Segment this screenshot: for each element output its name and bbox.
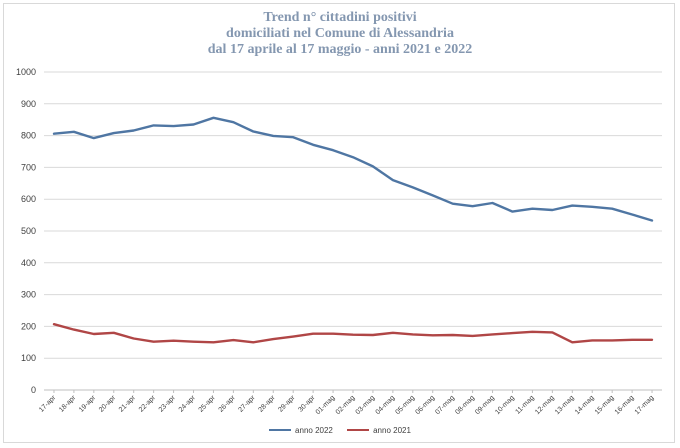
- y-tick-label-1000: 1000: [16, 67, 36, 77]
- x-tick-label-18-apr: 18-apr: [58, 394, 78, 414]
- y-tick-label-300: 300: [21, 290, 36, 300]
- y-tick-label-800: 800: [21, 131, 36, 141]
- x-tick-label-27-apr: 27-apr: [237, 394, 257, 414]
- x-tick-label-25-apr: 25-apr: [198, 394, 218, 414]
- y-tick-label-700: 700: [21, 162, 36, 172]
- x-tick-label-11-mag: 11-mag: [514, 394, 535, 415]
- chart-frame: [3, 3, 675, 443]
- x-tick-label-28-apr: 28-apr: [257, 394, 277, 414]
- legend-item-2022: anno 2022: [269, 426, 333, 435]
- y-tick-label-200: 200: [21, 321, 36, 331]
- chart-title-line-3: dal 17 aprile al 17 maggio - anni 2021 e…: [207, 42, 473, 57]
- x-tick-label-13-mag: 13-mag: [554, 394, 576, 416]
- x-tick-label-20-apr: 20-apr: [98, 394, 118, 414]
- series-line-anno-2022: [52, 116, 654, 222]
- x-tick-label-22-apr: 22-apr: [138, 394, 158, 414]
- legend-label-2021: anno 2021: [373, 425, 411, 435]
- legend: anno 2022 anno 2021: [0, 424, 680, 435]
- legend-swatch-2021: [347, 429, 370, 431]
- x-tick-label-16-mag: 16-mag: [614, 394, 636, 416]
- x-tick-label-14-mag: 14-mag: [574, 394, 596, 416]
- y-tick-label-400: 400: [21, 258, 36, 268]
- x-tick-label-26-apr: 26-apr: [218, 394, 238, 414]
- chart-title-line-2: domiciliati nel Comune di Alessandria: [226, 26, 454, 41]
- x-tick-label-12-mag: 12-mag: [534, 394, 556, 416]
- y-tick-label-900: 900: [21, 99, 36, 109]
- y-tick-label-600: 600: [21, 194, 36, 204]
- x-tick-label-15-mag: 15-mag: [594, 394, 616, 416]
- x-tick-label-21-apr: 21-apr: [118, 394, 138, 414]
- x-tick-label-07-mag: 07-mag: [434, 394, 456, 416]
- y-tick-label-500: 500: [21, 226, 36, 236]
- x-tick-label-08-mag: 08-mag: [454, 394, 476, 416]
- x-tick-label-04-mag: 04-mag: [375, 394, 397, 416]
- y-tick-label-100: 100: [21, 353, 36, 363]
- x-tick-label-24-apr: 24-apr: [178, 394, 198, 414]
- x-tick-label-02-mag: 02-mag: [335, 394, 357, 416]
- x-tick-label-17-apr: 17-apr: [38, 394, 58, 414]
- x-tick-label-03-mag: 03-mag: [355, 394, 377, 416]
- x-tick-label-17-mag: 17-mag: [634, 394, 656, 416]
- x-tick-label-23-apr: 23-apr: [158, 394, 178, 414]
- legend-label-2022: anno 2022: [295, 425, 333, 435]
- y-tick-label-0: 0: [31, 385, 36, 395]
- chart-title: Trend n° cittadini positivi domiciliati …: [0, 10, 680, 58]
- chart-title-line-1: Trend n° cittadini positivi: [263, 10, 417, 25]
- x-tick-label-10-mag: 10-mag: [494, 394, 516, 416]
- x-tick-label-01-mag: 01-mag: [315, 394, 337, 416]
- x-tick-label-06-mag: 06-mag: [414, 394, 436, 416]
- x-tick-label-29-apr: 29-apr: [277, 394, 297, 414]
- legend-swatch-2022: [269, 429, 292, 431]
- x-tick-label-05-mag: 05-mag: [394, 394, 416, 416]
- x-tick-label-09-mag: 09-mag: [474, 394, 496, 416]
- x-tick-label-19-apr: 19-apr: [78, 394, 98, 414]
- series-line-anno-2021: [52, 323, 654, 344]
- legend-item-2021: anno 2021: [347, 426, 411, 435]
